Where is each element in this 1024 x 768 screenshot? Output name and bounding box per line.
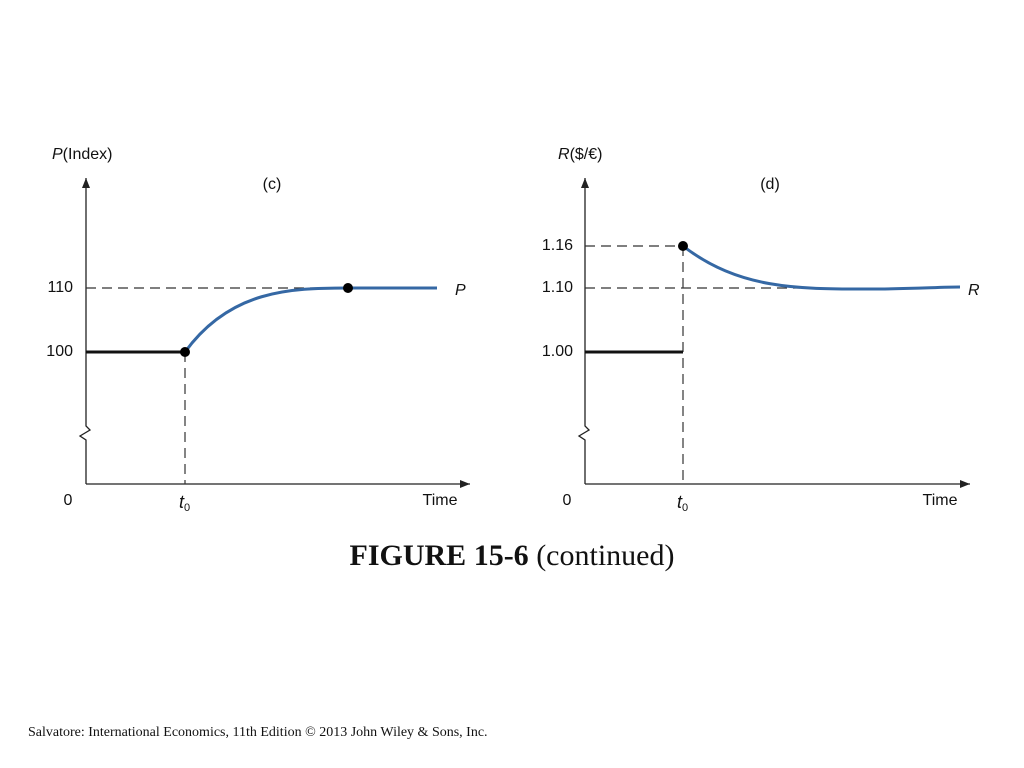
caption: FIGURE 15-6 (continued) [350, 539, 675, 572]
point [678, 241, 688, 251]
t-sub: 0 [184, 502, 190, 514]
curve-label: P [455, 282, 466, 299]
y-tick-label: 100 [46, 343, 73, 360]
y-tick-label: 1.00 [542, 343, 573, 360]
point [180, 347, 190, 357]
y-axis-var: P [52, 146, 63, 163]
y-tick-label: 1.16 [542, 237, 573, 254]
footer: Salvatore: International Economics, 11th… [28, 725, 488, 740]
panel-c-shapes [78, 178, 470, 488]
y-axis-label: P(Index) [52, 146, 112, 163]
panel-tag: (c) [263, 176, 282, 193]
x-axis-label: Time [423, 492, 458, 509]
t-sub: 0 [682, 502, 688, 514]
t-var: t [677, 492, 683, 512]
guide-lines [86, 287, 348, 484]
panel-d-shapes [577, 178, 970, 488]
y-axis-unit: (Index) [63, 146, 113, 163]
point [343, 283, 353, 293]
caption-bold: FIGURE 15-6 [350, 539, 529, 572]
guide-lines [585, 245, 800, 484]
arrow [460, 480, 470, 488]
curve-label: R [968, 282, 980, 299]
arrow [82, 178, 90, 188]
t0-label: t0 [677, 492, 688, 514]
y-tick-label: 1.10 [542, 279, 573, 296]
y-axis-label: R($/€) [558, 146, 602, 163]
rate-path [682, 244, 961, 291]
y-tick-label: 110 [47, 279, 73, 296]
caption-rest: (continued) [536, 539, 674, 572]
panel-tag: (d) [760, 176, 780, 193]
axes [577, 178, 970, 485]
t0-label: t0 [179, 492, 190, 514]
price-path [183, 286, 437, 353]
arrow [960, 480, 970, 488]
origin-label: 0 [64, 492, 73, 509]
y-axis-var: R [558, 146, 570, 163]
origin-label: 0 [563, 492, 572, 509]
x-axis-label: Time [923, 492, 958, 509]
t-var: t [179, 492, 185, 512]
y-axis-unit: ($/€) [570, 146, 603, 163]
axes [78, 178, 470, 485]
arrow [581, 178, 589, 188]
